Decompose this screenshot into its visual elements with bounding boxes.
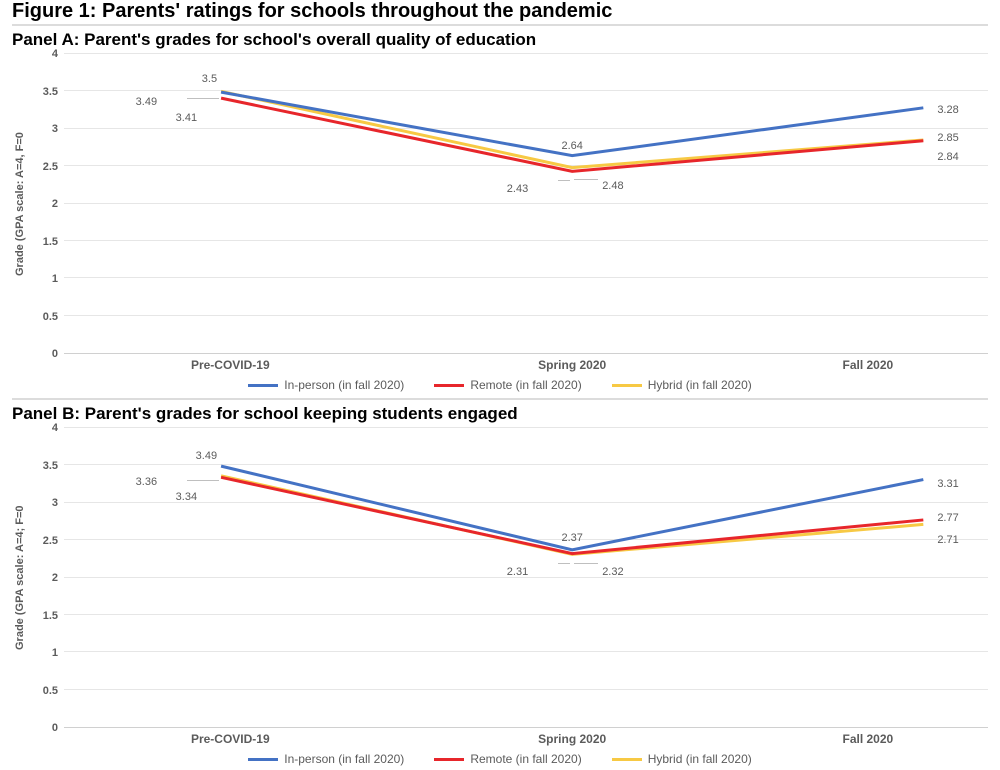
y-tick: 1.5 — [43, 236, 58, 248]
panel-title: Panel A: Parent's grades for school's ov… — [12, 30, 988, 50]
y-tick: 1.5 — [43, 610, 58, 622]
data-label: 3.49 — [136, 96, 157, 108]
data-label: 2.85 — [937, 132, 958, 144]
y-axis-ticks: 00.511.522.533.54 — [28, 54, 64, 354]
legend-item-in_person: In-person (in fall 2020) — [248, 378, 404, 392]
y-tick: 3 — [52, 123, 58, 135]
y-tick: 1 — [52, 273, 58, 285]
data-label: 3.31 — [937, 478, 958, 490]
y-tick: 2.5 — [43, 535, 58, 547]
leader-line — [187, 480, 219, 481]
legend-item-remote: Remote (in fall 2020) — [434, 752, 581, 766]
y-tick: 0.5 — [43, 311, 58, 323]
data-label: 3.49 — [196, 450, 217, 462]
data-label: 2.64 — [561, 140, 582, 152]
y-axis-ticks: 00.511.522.533.54 — [28, 428, 64, 728]
leader-line — [558, 180, 570, 181]
y-tick: 0 — [52, 722, 58, 734]
x-tick: Spring 2020 — [397, 358, 748, 372]
legend-item-remote: Remote (in fall 2020) — [434, 378, 581, 392]
y-axis-label: Grade (GPA scale: A=4, F=0 — [12, 54, 28, 354]
x-tick: Spring 2020 — [397, 732, 748, 746]
x-tick: Pre-COVID-19 — [64, 732, 397, 746]
panel-a: Panel A: Parent's grades for school's ov… — [12, 24, 988, 396]
legend-label: Remote (in fall 2020) — [470, 752, 581, 766]
legend-swatch — [248, 758, 278, 761]
panel-title: Panel B: Parent's grades for school keep… — [12, 404, 988, 424]
data-label: 3.34 — [176, 491, 197, 503]
y-tick: 3.5 — [43, 460, 58, 472]
data-label: 3.41 — [176, 112, 197, 124]
y-tick: 0.5 — [43, 685, 58, 697]
legend-label: Hybrid (in fall 2020) — [648, 752, 752, 766]
y-tick: 2 — [52, 198, 58, 210]
legend: In-person (in fall 2020) Remote (in fall … — [12, 372, 988, 396]
x-tick: Pre-COVID-19 — [64, 358, 397, 372]
x-axis-ticks: Pre-COVID-19Spring 2020Fall 2020 — [64, 728, 988, 746]
y-tick: 4 — [52, 48, 58, 60]
legend-swatch — [248, 384, 278, 387]
leader-line — [574, 563, 598, 564]
data-label: 2.48 — [602, 180, 623, 192]
data-label: 2.77 — [937, 512, 958, 524]
legend-label: Remote (in fall 2020) — [470, 378, 581, 392]
plot-region: 3.5 3.49 3.41 2.64 2.43 2.48 3.28 2.85 2.84 — [64, 54, 988, 354]
y-tick: 4 — [52, 422, 58, 434]
legend-item-hybrid: Hybrid (in fall 2020) — [612, 378, 752, 392]
chart-area: Grade (GPA scale: A=4; F=000.511.522.533… — [12, 428, 988, 728]
panel-b: Panel B: Parent's grades for school keep… — [12, 398, 988, 770]
legend-swatch — [434, 758, 464, 761]
data-label: 2.37 — [561, 532, 582, 544]
legend-label: In-person (in fall 2020) — [284, 378, 404, 392]
legend-swatch — [612, 758, 642, 761]
data-label: 2.71 — [937, 534, 958, 546]
data-label: 3.5 — [202, 73, 217, 85]
chart-area: Grade (GPA scale: A=4, F=000.511.522.533… — [12, 54, 988, 354]
leader-line — [558, 563, 570, 564]
data-label: 3.28 — [937, 104, 958, 116]
data-label: 2.31 — [507, 566, 528, 578]
legend-swatch — [612, 384, 642, 387]
x-axis-ticks: Pre-COVID-19Spring 2020Fall 2020 — [64, 354, 988, 372]
legend-item-in_person: In-person (in fall 2020) — [248, 752, 404, 766]
y-tick: 3.5 — [43, 86, 58, 98]
legend-label: Hybrid (in fall 2020) — [648, 378, 752, 392]
legend-swatch — [434, 384, 464, 387]
x-tick: Fall 2020 — [748, 358, 988, 372]
data-label: 3.36 — [136, 476, 157, 488]
y-tick: 0 — [52, 348, 58, 360]
y-tick: 1 — [52, 647, 58, 659]
legend-item-hybrid: Hybrid (in fall 2020) — [612, 752, 752, 766]
y-tick: 2 — [52, 572, 58, 584]
y-tick: 3 — [52, 497, 58, 509]
data-label: 2.43 — [507, 183, 528, 195]
data-label: 2.84 — [937, 151, 958, 163]
y-tick: 2.5 — [43, 161, 58, 173]
leader-line — [187, 98, 219, 99]
y-axis-label: Grade (GPA scale: A=4; F=0 — [12, 428, 28, 728]
data-label: 2.32 — [602, 566, 623, 578]
plot-region: 3.49 3.36 3.34 2.37 2.31 2.32 3.31 2.77 2.71 — [64, 428, 988, 728]
legend-label: In-person (in fall 2020) — [284, 752, 404, 766]
leader-line — [574, 179, 598, 180]
series-line-remote — [221, 98, 923, 171]
x-tick: Fall 2020 — [748, 732, 988, 746]
figure-title: Figure 1: Parents' ratings for schools t… — [12, 0, 988, 22]
